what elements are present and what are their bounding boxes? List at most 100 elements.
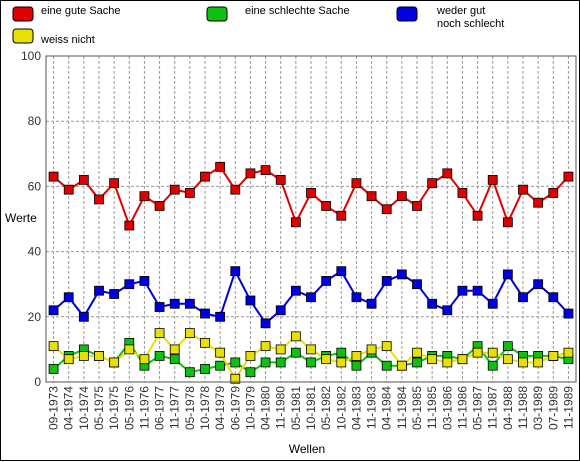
data-point-weder-gut-noch-schlecht (63, 292, 74, 303)
data-point-eine-schlechte-sache (290, 347, 301, 358)
data-point-eine-gute-sache (427, 178, 438, 189)
data-point-weiss-nicht (427, 354, 438, 365)
data-point-eine-gute-sache (78, 174, 89, 185)
data-point-weiss-nicht (457, 354, 468, 365)
data-point-weiss-nicht (275, 344, 286, 355)
data-point-weiss-nicht (366, 344, 377, 355)
data-point-weiss-nicht (306, 344, 316, 355)
y-axis-title: Werte (5, 211, 37, 225)
legend-label-weder-gut-noch-schlecht: weder gut noch schlecht (436, 5, 504, 30)
data-point-eine-gute-sache (487, 174, 498, 185)
data-point-weder-gut-noch-schlecht (487, 298, 498, 309)
data-point-weder-gut-noch-schlecht (200, 308, 210, 319)
series-eine-gute-sache (48, 161, 574, 231)
data-point-weder-gut-noch-schlecht (518, 292, 528, 303)
data-point-weder-gut-noch-schlecht (306, 292, 316, 303)
data-point-eine-gute-sache (124, 220, 135, 231)
x-tick-label: 05-1976 (122, 386, 136, 430)
x-tick-label: 05-1981 (289, 386, 303, 430)
data-point-weder-gut-noch-schlecht (502, 269, 513, 280)
data-point-weiss-nicht (215, 347, 226, 358)
data-point-weiss-nicht (169, 344, 180, 355)
data-point-eine-schlechte-sache (412, 357, 422, 368)
legend-swatch-weiss-nicht (12, 28, 34, 44)
x-tick-label: 11-1983 (365, 386, 379, 429)
data-point-eine-schlechte-sache (154, 351, 165, 361)
x-tick-label: 10-1974 (77, 386, 91, 430)
data-point-weiss-nicht (63, 354, 74, 365)
data-point-weder-gut-noch-schlecht (472, 285, 483, 296)
data-point-weder-gut-noch-schlecht (154, 302, 165, 312)
x-tick-label: 10-1979 (243, 386, 257, 430)
x-tick-label: 11-1989 (561, 386, 575, 429)
x-tick-label: 11-1987 (486, 386, 500, 429)
x-tick-label: 05-1985 (410, 386, 424, 430)
grid (46, 55, 576, 383)
data-point-weder-gut-noch-schlecht (275, 305, 286, 316)
y-tick-label: 100 (21, 49, 41, 63)
data-point-weiss-nicht (48, 341, 59, 352)
data-point-eine-gute-sache (412, 201, 422, 211)
data-point-weiss-nicht (548, 351, 559, 361)
data-point-weder-gut-noch-schlecht (412, 279, 422, 290)
legend-swatch-eine-schlechte-sache (206, 6, 228, 22)
x-tick-label: 10-1978 (198, 386, 212, 430)
y-tick-label: 40 (28, 245, 42, 259)
data-point-weder-gut-noch-schlecht (78, 311, 89, 322)
data-point-weder-gut-noch-schlecht (169, 298, 180, 309)
data-point-eine-gute-sache (396, 191, 407, 202)
data-point-eine-gute-sache (94, 194, 104, 205)
x-tick-label: 05-1975 (92, 386, 106, 430)
data-point-weder-gut-noch-schlecht (442, 305, 453, 316)
x-tick-label: 06-1979 (228, 386, 242, 430)
data-point-eine-schlechte-sache (48, 364, 59, 374)
data-point-weiss-nicht (442, 357, 453, 368)
data-point-eine-schlechte-sache (169, 354, 180, 365)
legend-label-eine-gute-sache: eine gute Sache (41, 5, 121, 17)
data-point-weiss-nicht (200, 337, 210, 348)
data-point-weder-gut-noch-schlecht (184, 298, 195, 309)
x-tick-label: 09-1973 (47, 386, 61, 430)
data-point-eine-gute-sache (381, 204, 392, 215)
data-point-eine-gute-sache (169, 184, 180, 195)
data-point-weder-gut-noch-schlecht (48, 305, 59, 316)
data-point-eine-schlechte-sache (502, 341, 513, 352)
x-tick-label: 10-1981 (304, 386, 318, 430)
data-point-weiss-nicht (533, 357, 544, 368)
data-point-weiss-nicht (184, 328, 195, 339)
data-point-weiss-nicht (124, 344, 135, 355)
data-point-eine-schlechte-sache (200, 364, 210, 374)
data-point-eine-gute-sache (518, 184, 528, 195)
data-point-weder-gut-noch-schlecht (427, 298, 438, 309)
x-tick-label: 11-1977 (168, 386, 182, 429)
data-point-weiss-nicht (336, 357, 347, 368)
data-point-eine-gute-sache (260, 165, 271, 176)
data-point-weder-gut-noch-schlecht (124, 279, 135, 290)
x-tick-label: 05-1982 (319, 386, 333, 430)
data-point-eine-gute-sache (200, 171, 210, 182)
data-point-weder-gut-noch-schlecht (230, 266, 241, 277)
data-point-weder-gut-noch-schlecht (139, 276, 150, 286)
data-point-eine-schlechte-sache (260, 357, 271, 368)
data-point-eine-schlechte-sache (275, 357, 286, 368)
x-tick-label: 11-1976 (137, 386, 151, 429)
x-tick-label: 10-1982 (334, 386, 348, 430)
data-point-eine-gute-sache (351, 178, 362, 189)
x-tick-label: 11-1985 (425, 386, 439, 429)
y-tick-label: 80 (28, 114, 42, 128)
data-point-eine-gute-sache (245, 168, 256, 179)
x-tick-label: 06-1977 (153, 386, 167, 430)
series-weder-gut-noch-schlecht (48, 266, 574, 329)
x-axis-title: Wellen (289, 442, 325, 456)
data-point-eine-schlechte-sache (184, 367, 195, 378)
data-point-eine-gute-sache (306, 188, 316, 198)
data-point-weder-gut-noch-schlecht (396, 269, 407, 280)
data-point-weiss-nicht (518, 357, 528, 368)
data-point-eine-gute-sache (290, 217, 301, 228)
data-point-weiss-nicht (290, 331, 301, 342)
data-point-eine-gute-sache (184, 188, 195, 198)
data-point-weder-gut-noch-schlecht (260, 318, 271, 329)
data-point-eine-gute-sache (154, 201, 165, 211)
data-point-eine-gute-sache (321, 201, 332, 211)
data-point-eine-schlechte-sache (336, 347, 347, 358)
